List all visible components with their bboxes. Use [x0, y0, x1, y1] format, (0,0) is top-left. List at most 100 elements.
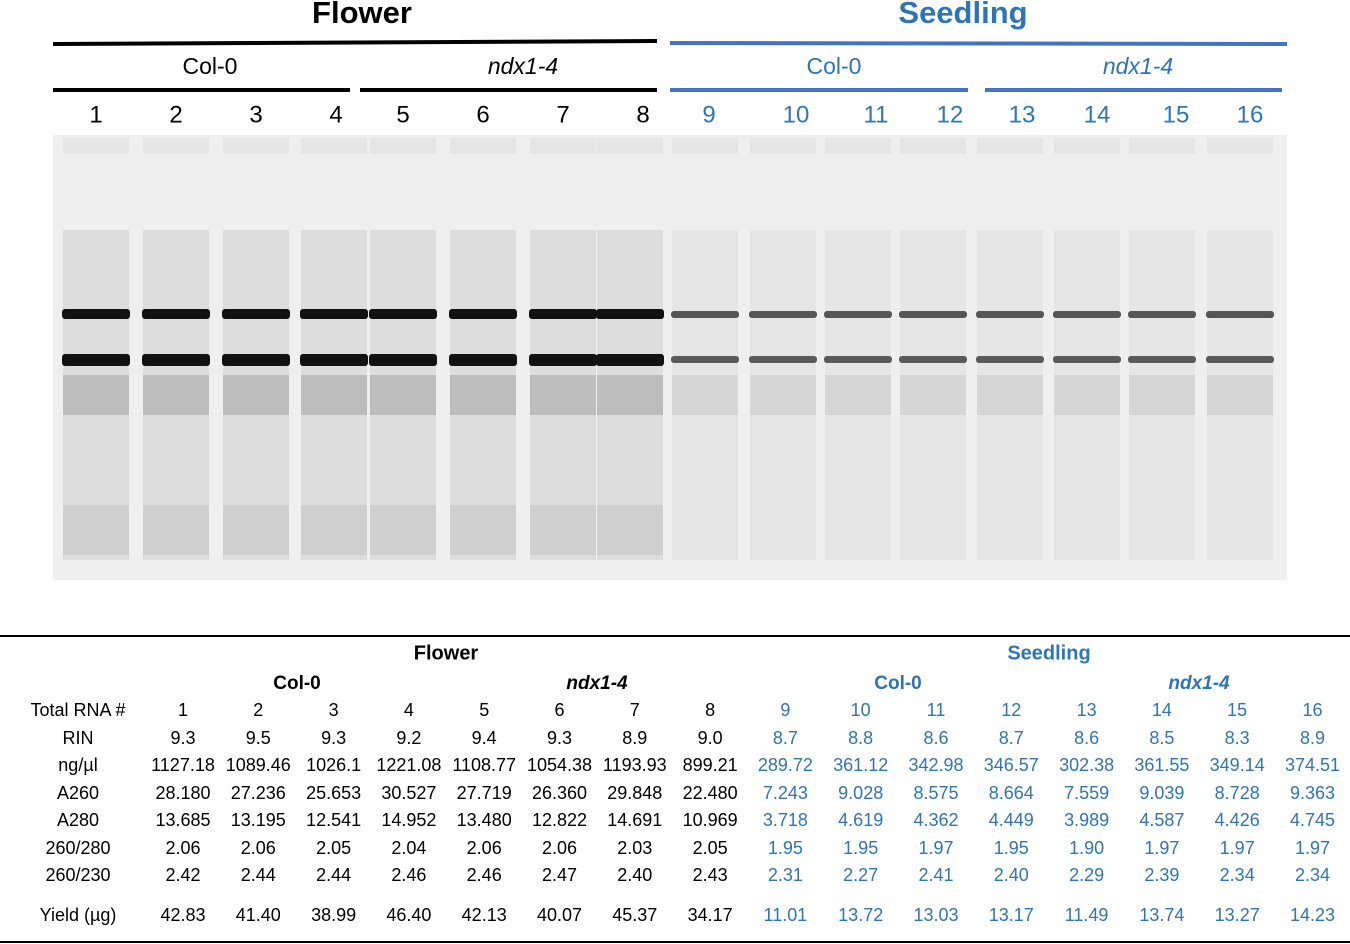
table-cell: 8	[705, 700, 715, 720]
table-cell: 346.57	[984, 755, 1039, 775]
table-cell: 1026.1	[306, 755, 361, 775]
lane-well	[1054, 138, 1120, 154]
lane-low	[63, 505, 129, 555]
genotype-label: ndx1-4	[488, 53, 558, 79]
band-18s	[824, 356, 892, 363]
table-cell: 1.97	[1144, 838, 1179, 858]
table-cell: 2.29	[1069, 865, 1104, 885]
table-cell: 10.969	[683, 810, 738, 830]
table-cell: 8.5	[1149, 728, 1174, 748]
band-28s	[529, 309, 597, 319]
table-cell: 2.42	[165, 865, 200, 885]
table-cell: 2.43	[693, 865, 728, 885]
lane-number: 11	[864, 101, 889, 128]
table-cell: 2.06	[467, 838, 502, 858]
lane-low	[750, 505, 816, 555]
table-cell: 4.449	[989, 810, 1034, 830]
table-cell: 899.21	[683, 755, 738, 775]
table-cell: 4.362	[913, 810, 958, 830]
table-cell: 15	[1227, 700, 1247, 720]
table-cell: 9.3	[321, 728, 346, 748]
genotype-label: Col-0	[183, 53, 238, 79]
table-cell: 42.83	[160, 905, 205, 925]
table-cell: 361.12	[833, 755, 888, 775]
table-cell: 9.039	[1139, 783, 1184, 803]
lane-low	[597, 375, 663, 415]
table-cell: 1.97	[1295, 838, 1330, 858]
table-cell: 4.426	[1215, 810, 1260, 830]
group-title: Flower	[312, 0, 412, 30]
lane-low	[1129, 375, 1195, 415]
table-genotype: ndx1-4	[1168, 673, 1230, 694]
table-cell: 27.719	[457, 783, 512, 803]
lane-low	[370, 505, 436, 555]
lane-well	[301, 138, 367, 154]
lane-low	[900, 375, 966, 415]
band-28s	[824, 311, 892, 318]
table-cell: 11	[927, 700, 946, 720]
band-18s	[1206, 356, 1274, 363]
table-cell: 16	[1302, 700, 1322, 720]
band-28s	[899, 311, 967, 318]
lane-well	[530, 138, 596, 154]
table-cell: 289.72	[758, 755, 813, 775]
lane-low	[1054, 375, 1120, 415]
table-cell: 349.14	[1210, 755, 1265, 775]
table-cell: 45.37	[612, 905, 657, 925]
table-cell: 14.23	[1290, 905, 1335, 925]
table-cell: 8.6	[923, 728, 948, 748]
band-18s	[529, 354, 597, 366]
table-cell: 2.03	[617, 838, 652, 858]
table-cell: 8.3	[1225, 728, 1250, 748]
table-cell: 38.99	[311, 905, 356, 925]
band-28s	[449, 309, 517, 319]
lane-number: 9	[702, 101, 715, 128]
table-cell: 2.31	[768, 865, 803, 885]
row-label: Yield (µg)	[40, 905, 117, 925]
band-28s	[749, 311, 817, 318]
table-cell: 9.028	[838, 783, 883, 803]
table-cell: 9.0	[698, 728, 723, 748]
band-28s	[222, 309, 290, 319]
lane-numbers: 1 2 3 4 5 6 7 8 9 10 11 12 13 14 15 16	[89, 101, 1263, 128]
lane-well	[977, 138, 1043, 154]
lane-well	[63, 138, 129, 154]
table-cell: 2.40	[994, 865, 1029, 885]
table-cell: 7.559	[1064, 783, 1109, 803]
lane-well	[370, 138, 436, 154]
lane-number: 12	[937, 101, 964, 128]
table-cell: 1.97	[1220, 838, 1255, 858]
table-cell: 4.745	[1290, 810, 1335, 830]
table-cell: 1089.46	[226, 755, 291, 775]
table-cell: 34.17	[688, 905, 733, 925]
table-cell: 2.06	[241, 838, 276, 858]
table-cell: 1108.77	[452, 755, 516, 775]
lane-low	[597, 505, 663, 555]
lane-low	[977, 505, 1043, 555]
band-28s	[62, 309, 130, 319]
row-label: RIN	[63, 728, 94, 748]
band-28s	[369, 309, 437, 319]
table-cell: 1.95	[994, 838, 1029, 858]
band-18s	[1053, 356, 1121, 363]
band-18s	[596, 354, 664, 366]
table-cell: 2.46	[391, 865, 426, 885]
band-28s	[1206, 311, 1274, 318]
table-cell: 8.9	[1300, 728, 1325, 748]
table-cell: 8.664	[989, 783, 1034, 803]
lane-well	[900, 138, 966, 154]
table-cell: 9.2	[396, 728, 421, 748]
row-label: A280	[57, 810, 99, 830]
table-cell: 25.653	[306, 783, 361, 803]
row-label: ng/µl	[58, 755, 97, 775]
table-cell: 12.822	[532, 810, 587, 830]
table-cell: 13.195	[231, 810, 286, 830]
lane-low	[223, 375, 289, 415]
table-cell: 8.8	[848, 728, 873, 748]
lane-low	[672, 375, 738, 415]
lane-low	[900, 505, 966, 555]
table-cell: 1	[178, 700, 188, 720]
row-label: 260/280	[45, 838, 110, 858]
table-cell: 9.5	[246, 728, 271, 748]
